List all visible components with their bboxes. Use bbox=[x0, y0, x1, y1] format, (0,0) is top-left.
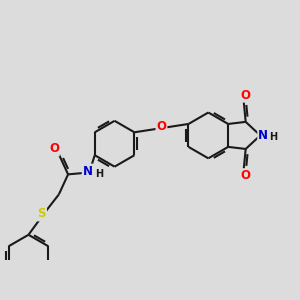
Text: O: O bbox=[241, 89, 251, 102]
Text: H: H bbox=[269, 132, 278, 142]
Text: N: N bbox=[258, 129, 268, 142]
Text: O: O bbox=[241, 169, 251, 182]
Text: H: H bbox=[95, 169, 103, 179]
Text: O: O bbox=[49, 142, 59, 155]
Text: O: O bbox=[157, 119, 166, 133]
Text: S: S bbox=[38, 208, 46, 220]
Text: N: N bbox=[83, 164, 93, 178]
